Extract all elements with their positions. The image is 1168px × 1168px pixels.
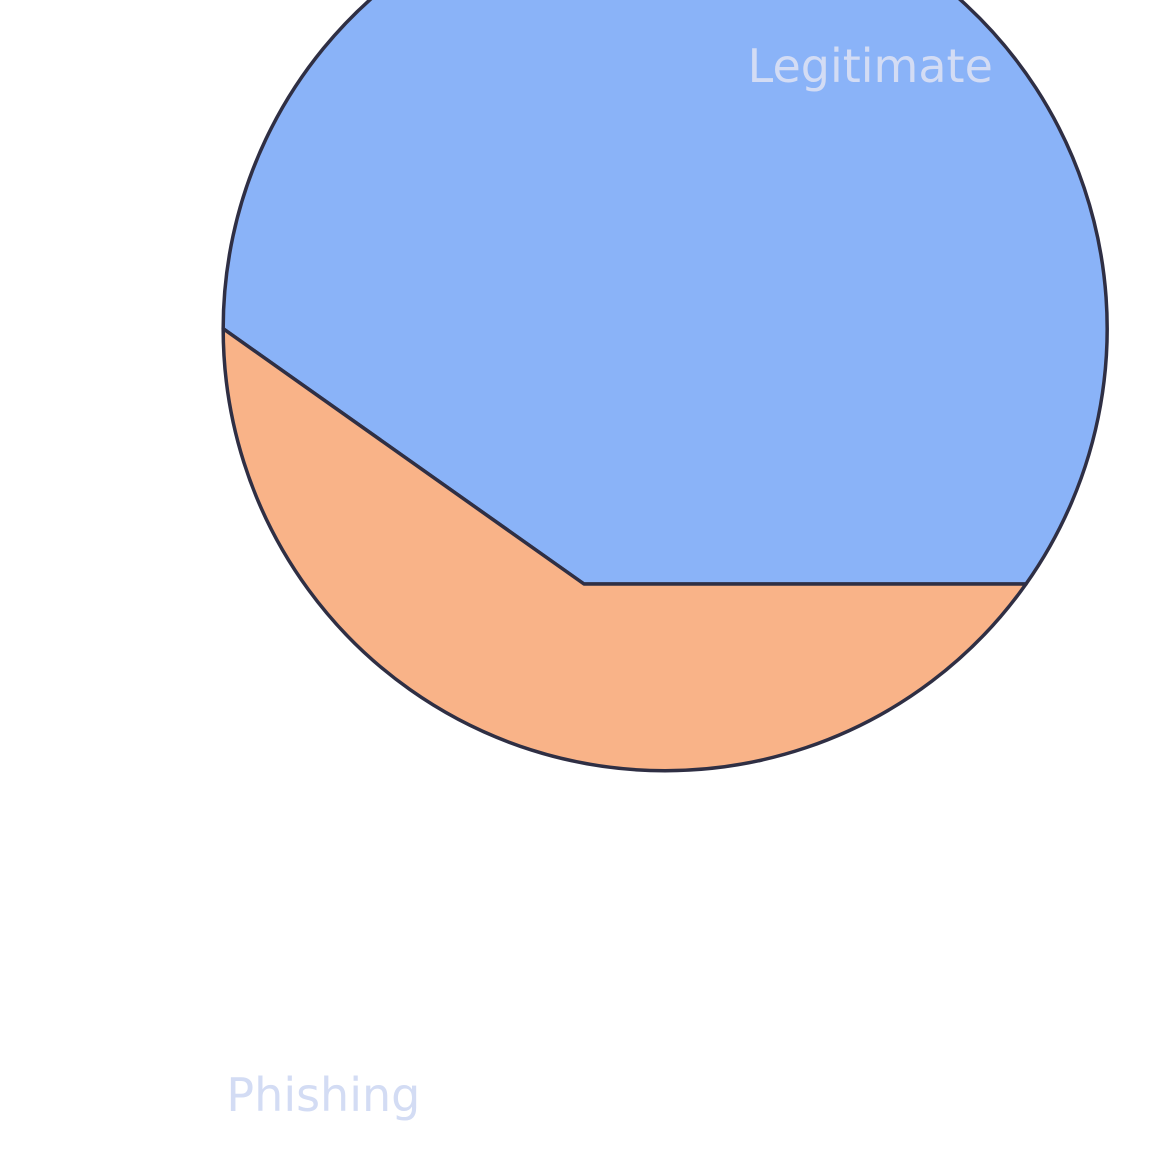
pie-slice-phishing bbox=[221, 0, 1109, 586]
pie-label-legitimate: Legitimate bbox=[748, 39, 993, 93]
pie-label-phishing: Phishing bbox=[226, 1068, 420, 1122]
pie-slice-legitimate bbox=[221, 326, 1028, 773]
